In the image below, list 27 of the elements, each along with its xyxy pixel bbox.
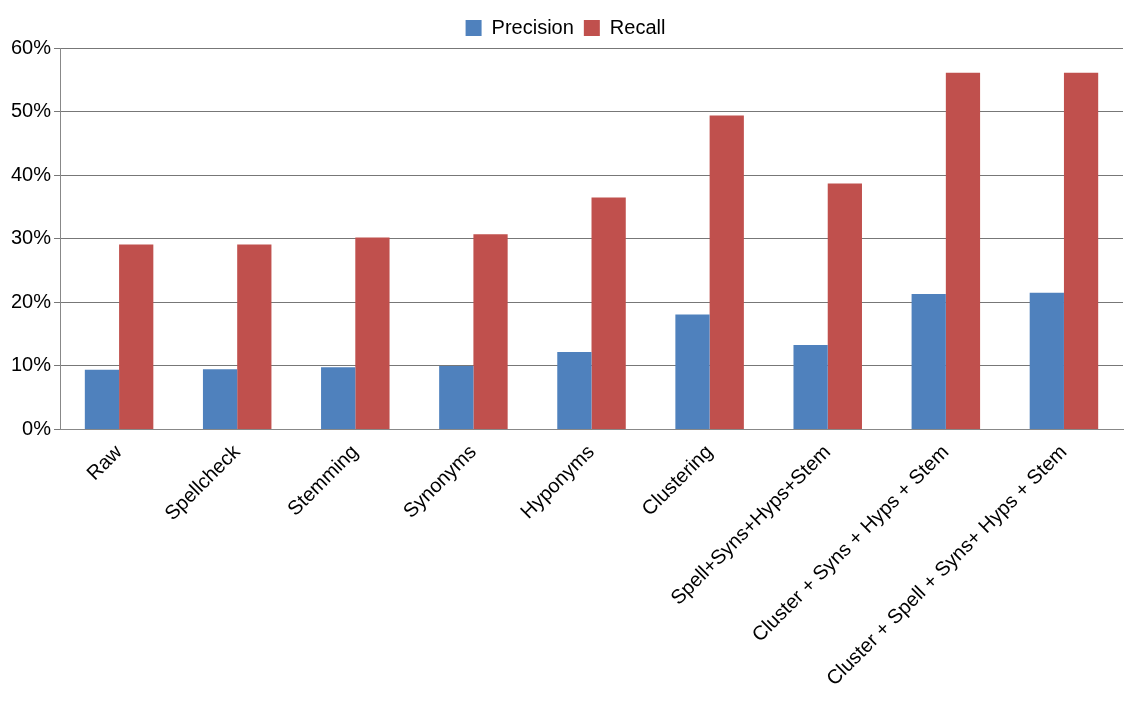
legend-label: Recall xyxy=(609,15,666,38)
bar xyxy=(355,237,390,430)
bar xyxy=(321,367,356,430)
y-tick-label: 30% xyxy=(11,226,52,249)
y-tick-label: 40% xyxy=(11,162,52,185)
bar xyxy=(557,351,592,430)
bar xyxy=(911,294,946,430)
bar xyxy=(119,244,154,430)
y-tick-label: 10% xyxy=(11,353,52,376)
bar xyxy=(1029,292,1064,430)
bar xyxy=(675,314,710,430)
y-tick-label: 20% xyxy=(11,289,52,312)
legend-label: Precision xyxy=(491,15,574,38)
bar xyxy=(945,72,981,430)
bar xyxy=(439,365,474,430)
y-tick-label: 0% xyxy=(22,417,52,440)
y-tick-label: 60% xyxy=(11,35,52,58)
bar xyxy=(1063,72,1099,430)
bar xyxy=(827,183,862,430)
bar xyxy=(473,234,508,430)
y-tick-label: 50% xyxy=(11,99,52,122)
bar xyxy=(237,244,272,430)
bar xyxy=(202,369,238,430)
bar xyxy=(793,345,828,430)
bar xyxy=(591,197,626,430)
bar xyxy=(84,369,120,430)
bar xyxy=(709,115,744,430)
